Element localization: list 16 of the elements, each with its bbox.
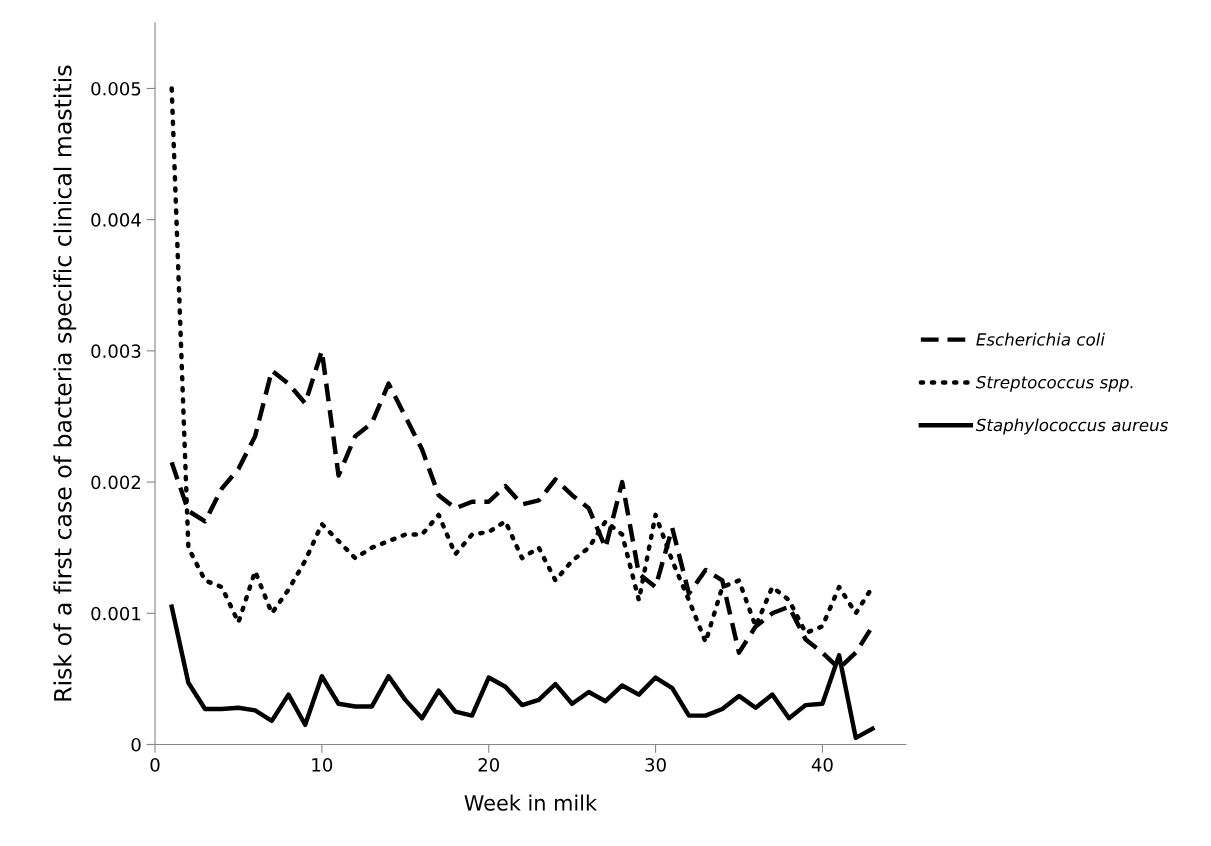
legend-label: Escherichia coli xyxy=(976,332,1105,346)
x-tick-label: 10 xyxy=(312,757,333,772)
x-tick-label: 20 xyxy=(478,757,499,772)
legend-label: Staphylococcus aureus xyxy=(975,418,1168,435)
y-axis-title: Risk of a first case of bacteria specific clinical mastitis xyxy=(53,65,77,701)
y-tick-label: 0.004 xyxy=(91,213,141,227)
y-tick-label: 0.001 xyxy=(91,606,141,621)
y-tick-label: 0.005 xyxy=(91,81,141,96)
legend-label: Streptococcus spp. xyxy=(975,375,1133,392)
y-tick-label: 0.002 xyxy=(91,475,141,490)
x-tick-label: 0 xyxy=(150,757,160,772)
x-axis-title: Week in milk xyxy=(464,794,597,811)
y-tick-label: 0 xyxy=(131,737,141,752)
y-tick-label: 0.003 xyxy=(91,344,141,358)
x-tick-label: 30 xyxy=(645,757,666,772)
x-tick-label: 40 xyxy=(811,757,833,772)
